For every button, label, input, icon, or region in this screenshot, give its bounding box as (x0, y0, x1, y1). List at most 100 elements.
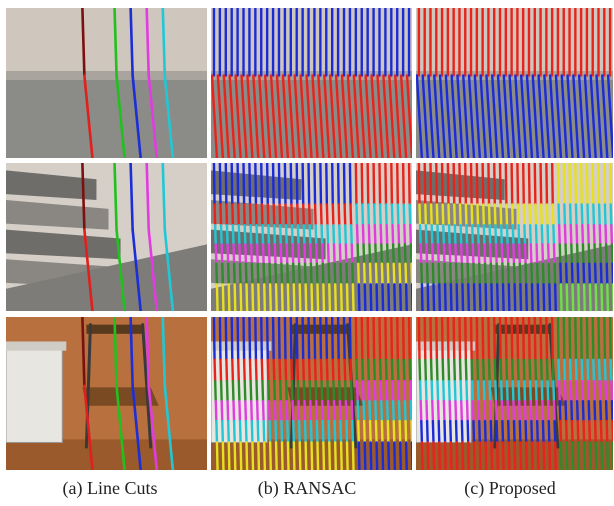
segment-line (516, 163, 520, 206)
ransac-line-floor (479, 74, 487, 158)
segment-line (314, 380, 318, 403)
caption-line-cuts: (a) Line Cuts (62, 478, 158, 498)
segment-line (449, 262, 453, 286)
segment-line (404, 262, 408, 286)
segment-line (564, 419, 568, 444)
segment-line (381, 441, 385, 470)
segment-line (396, 358, 400, 383)
segment-line (600, 283, 604, 311)
segment-line (380, 419, 384, 444)
cut-line-upper (161, 317, 167, 388)
segment-line (315, 399, 319, 423)
segment-line (249, 223, 253, 246)
segment-line (385, 380, 389, 403)
segment-line (522, 358, 526, 383)
ransac-line-floor (589, 74, 597, 158)
segment-line (409, 399, 412, 423)
segment-line (429, 163, 433, 206)
segment-line (349, 358, 353, 383)
segment-line (237, 380, 241, 403)
segment-line (482, 203, 486, 227)
ransac-line-floor (595, 74, 603, 158)
segment-line (338, 243, 342, 265)
segment-line (507, 441, 511, 470)
segment-line (274, 283, 278, 311)
segment-line (417, 317, 421, 362)
segment-line (424, 358, 428, 383)
segment-line (289, 163, 293, 206)
segment-line (518, 419, 522, 444)
panel-illustration (211, 317, 412, 470)
chair-leg (141, 323, 153, 449)
segment-line (315, 262, 319, 286)
segment-line (261, 399, 265, 423)
segment-line (441, 203, 445, 227)
chair-seat (82, 387, 159, 406)
segment-line (344, 399, 348, 423)
segment-line (435, 317, 439, 362)
ransac-line-floor (416, 74, 424, 158)
segment-line (453, 203, 457, 227)
segment-line (483, 262, 487, 286)
segment-line (369, 283, 373, 311)
segment-line (385, 223, 389, 246)
segment-line (472, 419, 476, 444)
segment-line (322, 441, 326, 470)
segment-line (477, 243, 481, 265)
segment-line (417, 163, 421, 206)
segment-line (546, 223, 550, 246)
segment-line (374, 419, 378, 444)
segment-line (378, 358, 382, 383)
segment-line (242, 163, 246, 206)
segment-line (390, 317, 394, 362)
segment-line (476, 358, 480, 383)
segment-line (496, 283, 500, 311)
segment-line (455, 441, 459, 470)
segment-line (460, 243, 464, 265)
segment-line (570, 243, 574, 265)
segment-line (472, 283, 476, 311)
segment-line (291, 243, 295, 265)
segment-line (278, 203, 282, 227)
segment-line (443, 441, 447, 470)
segment-line (448, 399, 452, 423)
segment-line (325, 317, 329, 362)
segment-line (458, 203, 462, 227)
segment-line (330, 317, 334, 362)
segment-line (478, 441, 482, 470)
segment-line (360, 163, 364, 206)
cut-line-lower (115, 228, 126, 311)
segment-line (536, 283, 540, 311)
segment-line (504, 317, 508, 362)
segment-line (250, 262, 254, 286)
segment-line (527, 163, 531, 206)
segment-line (501, 441, 505, 470)
ransac-line-floor (433, 74, 441, 158)
segment-line (429, 317, 433, 362)
segment-line (379, 380, 383, 403)
segment-line (319, 203, 323, 227)
segment-line (212, 163, 216, 206)
segment-line (303, 399, 307, 423)
segment-line (545, 163, 549, 206)
segment-line (303, 262, 307, 286)
segment-line (285, 243, 289, 265)
panel-illustration (6, 317, 207, 470)
segment-line (248, 203, 252, 227)
segment-line (452, 317, 456, 362)
segment-line (356, 399, 360, 423)
segment-line (409, 223, 412, 246)
segment-line (498, 317, 502, 362)
segment-line (298, 441, 302, 470)
segment-line (219, 358, 223, 383)
segment-line (437, 419, 441, 444)
segment-line (522, 203, 526, 227)
cabinet-top (211, 341, 272, 351)
segment-line (564, 243, 568, 265)
segment-line (552, 399, 556, 423)
segment-line (231, 223, 235, 246)
segment-line (431, 262, 435, 286)
segment-line (243, 223, 247, 246)
segment-line (302, 358, 306, 383)
ransac-line-floor (531, 74, 539, 158)
